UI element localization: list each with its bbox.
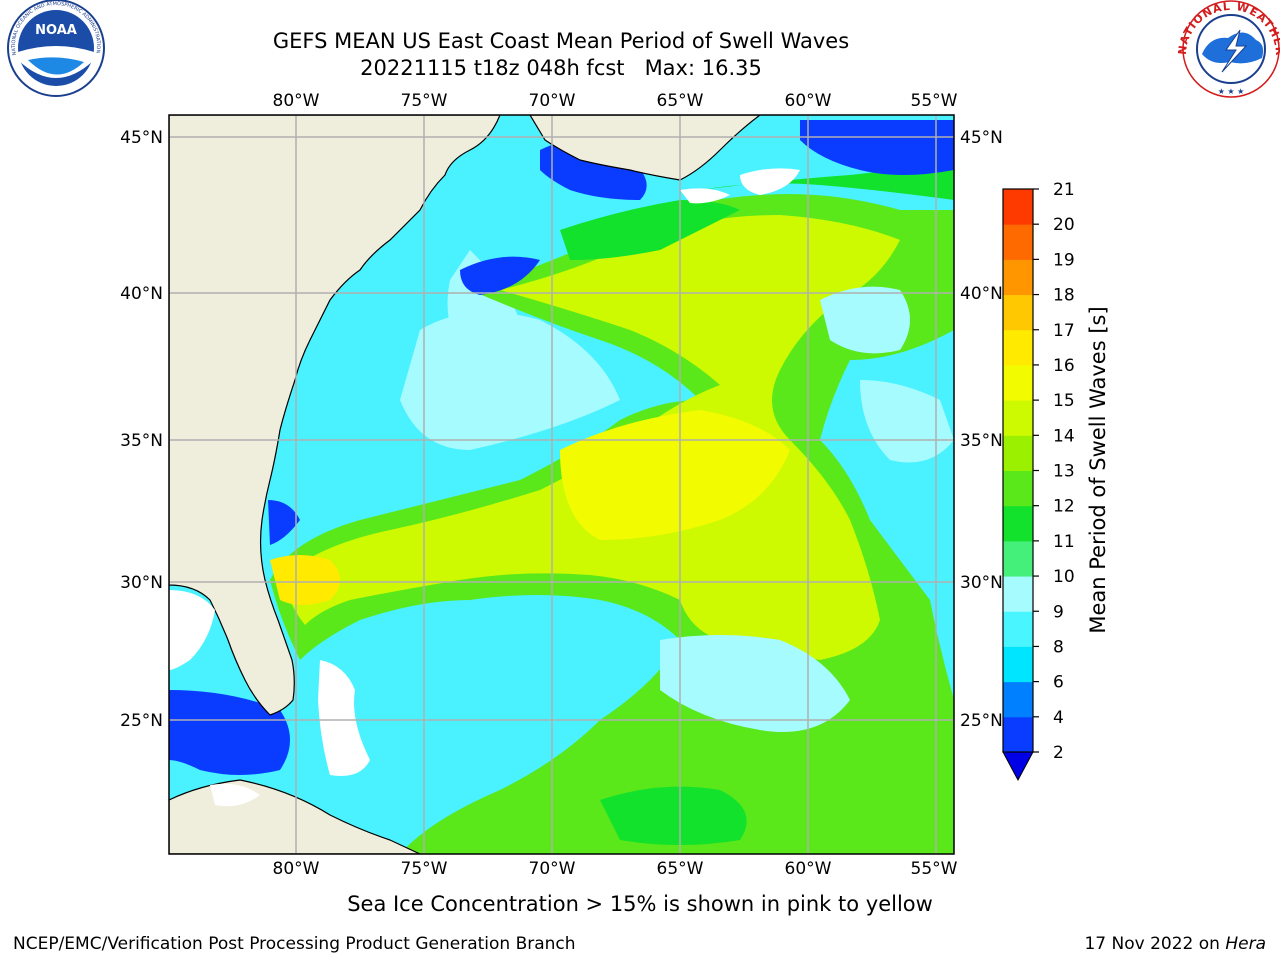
colorbar-tick-label: 16 bbox=[1053, 356, 1075, 376]
lon-label: 75°W bbox=[401, 91, 448, 111]
lon-label: 65°W bbox=[657, 91, 704, 111]
sea-ice-note: Sea Ice Concentration > 15% is shown in … bbox=[347, 892, 933, 916]
us-east-coast-land bbox=[169, 115, 501, 716]
lon-label: 80°W bbox=[273, 859, 320, 879]
lat-label: 25°N bbox=[120, 711, 163, 731]
lat-label: 45°N bbox=[120, 128, 163, 148]
swell-max-core bbox=[270, 555, 340, 605]
lon-label: 75°W bbox=[401, 859, 448, 879]
map-frame bbox=[168, 114, 955, 855]
svg-text:★ ★ ★: ★ ★ ★ bbox=[1218, 87, 1245, 96]
date-stamp: 17 Nov 2022 on Hera bbox=[1084, 934, 1266, 954]
lat-label: 35°N bbox=[960, 431, 1003, 451]
noaa-logo: NOAA NATIONAL OCEANIC AND ATMOSPHERIC AD… bbox=[0, 0, 105, 97]
lon-label: 55°W bbox=[911, 859, 958, 879]
colorbar-swatch bbox=[1003, 716, 1033, 753]
lon-label: 70°W bbox=[529, 859, 576, 879]
map-gridlines bbox=[169, 115, 954, 854]
colorbar-swatch bbox=[1003, 681, 1033, 718]
colorbar-swatch bbox=[1003, 400, 1033, 436]
lon-label: 70°W bbox=[529, 91, 576, 111]
lat-labels-left: 45°N 40°N 35°N 30°N 25°N bbox=[120, 128, 163, 731]
colorbar-swatch bbox=[1003, 329, 1033, 366]
colorbar: 2 4 6 8 9 10 11 12 13 14 15 16 17 18 19 20 21 Mean Perio… bbox=[1002, 180, 1110, 782]
date-text: 17 Nov 2022 on bbox=[1084, 934, 1225, 954]
lat-label: 25°N bbox=[960, 711, 1003, 731]
lat-label: 30°N bbox=[120, 573, 163, 593]
colorbar-tick-label: 19 bbox=[1053, 250, 1075, 270]
colorbar-tick-label: 14 bbox=[1053, 426, 1075, 446]
colorbar-swatch bbox=[1003, 611, 1033, 647]
colorbar-swatch bbox=[1003, 505, 1033, 542]
colorbar-tick-label: 6 bbox=[1053, 673, 1064, 693]
colorbar-swatch bbox=[1003, 294, 1033, 331]
colorbar-swatch bbox=[1003, 540, 1033, 577]
lat-label: 35°N bbox=[120, 431, 163, 451]
bahamas-bank bbox=[318, 660, 370, 776]
lon-label: 80°W bbox=[273, 91, 320, 111]
colorbar-tick-label: 12 bbox=[1053, 497, 1075, 517]
colorbar-tick-label: 10 bbox=[1053, 567, 1075, 587]
colorbar-swatch bbox=[1003, 576, 1033, 612]
colorbar-swatch bbox=[1003, 364, 1033, 401]
lon-labels-bottom: 80°W 75°W 70°W 65°W 60°W 55°W bbox=[273, 859, 958, 879]
lon-labels-top: 80°W 75°W 70°W 65°W 60°W 55°W bbox=[273, 91, 958, 111]
lon-label: 60°W bbox=[785, 859, 832, 879]
colorbar-swatch bbox=[1003, 189, 1033, 225]
colorbar-swatch bbox=[1003, 435, 1033, 471]
colorbar-tick-label: 11 bbox=[1053, 532, 1075, 552]
map-panel: 80°W 75°W 70°W 65°W 60°W 55°W 80°W 75°W … bbox=[120, 91, 1003, 879]
lat-labels-right: 45°N 40°N 35°N 30°N 25°N bbox=[960, 128, 1003, 731]
nova-scotia-land bbox=[529, 115, 761, 181]
map-title: GEFS MEAN US East Coast Mean Period of S… bbox=[273, 29, 849, 53]
colorbar-tick-label: 2 bbox=[1053, 743, 1064, 763]
credit-text: NCEP/EMC/Verification Post Processing Pr… bbox=[13, 934, 576, 954]
colorbar-swatch bbox=[1003, 470, 1033, 507]
colorbar-tick-label: 8 bbox=[1053, 637, 1064, 657]
colorbar-tick-label: 20 bbox=[1053, 215, 1075, 235]
colorbar-tick-label: 15 bbox=[1053, 391, 1075, 411]
colorbar-tick-label: 13 bbox=[1053, 462, 1075, 482]
lat-label: 30°N bbox=[960, 573, 1003, 593]
colorbar-swatch bbox=[1003, 259, 1033, 296]
colorbar-tick-label: 17 bbox=[1053, 321, 1075, 341]
noaa-wordmark: NOAA bbox=[35, 23, 77, 38]
lon-label: 60°W bbox=[785, 91, 832, 111]
swell-band-yellow bbox=[285, 215, 900, 660]
colorbar-tick-label: 21 bbox=[1053, 180, 1075, 200]
colorbar-swatch bbox=[1003, 224, 1033, 260]
map-subtitle: 20221115 t18z 048h fcst Max: 16.35 bbox=[360, 56, 762, 80]
colorbar-tick-label: 9 bbox=[1053, 602, 1064, 622]
lat-label: 45°N bbox=[960, 128, 1003, 148]
lat-label: 40°N bbox=[120, 284, 163, 304]
colorbar-under-arrow bbox=[1002, 751, 1034, 782]
lon-label: 65°W bbox=[657, 859, 704, 879]
lon-label: 55°W bbox=[911, 91, 958, 111]
machine-name: Hera bbox=[1225, 934, 1266, 954]
colorbar-tick-label: 4 bbox=[1053, 708, 1064, 728]
colorbar-tick-label: 18 bbox=[1053, 286, 1075, 306]
colorbar-label: Mean Period of Swell Waves [s] bbox=[1086, 306, 1110, 633]
lat-label: 40°N bbox=[960, 284, 1003, 304]
colorbar-swatch bbox=[1003, 646, 1033, 683]
